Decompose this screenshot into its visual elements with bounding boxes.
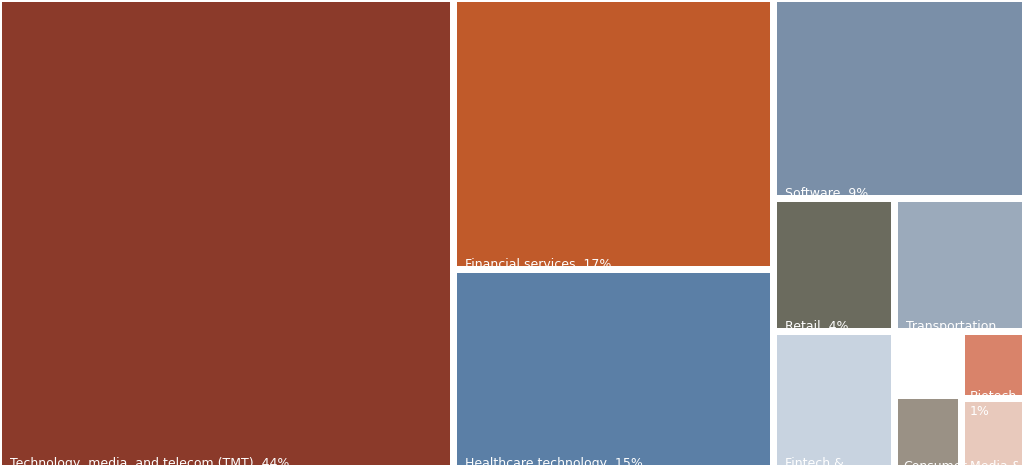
Text: Consumer
durables &
apparel,
2%: Consumer durables & apparel, 2% (903, 460, 971, 467)
Text: Media &
entertain-
ment, 1%: Media & entertain- ment, 1% (970, 460, 1024, 467)
Bar (457, 2, 770, 266)
Bar (777, 335, 891, 465)
Text: Fintech &
payments, 3%: Fintech & payments, 3% (785, 457, 874, 467)
Bar (777, 202, 891, 328)
Bar (965, 402, 1022, 465)
Bar (965, 335, 1022, 395)
Text: Biotech,
1%: Biotech, 1% (970, 390, 1021, 418)
Text: Healthcare technology, 15%: Healthcare technology, 15% (465, 457, 643, 467)
Text: Technology, media, and telecom (TMT), 44%: Technology, media, and telecom (TMT), 44… (10, 457, 290, 467)
Text: Transportation,
4%: Transportation, 4% (906, 320, 1000, 348)
Bar (898, 399, 958, 465)
Bar (777, 2, 1022, 195)
Text: Retail, 4%: Retail, 4% (785, 320, 849, 333)
Text: Software, 9%: Software, 9% (785, 187, 868, 200)
Bar (457, 273, 770, 465)
Bar (2, 2, 450, 465)
Text: Financial services, 17%: Financial services, 17% (465, 258, 611, 271)
Bar (898, 202, 1022, 328)
